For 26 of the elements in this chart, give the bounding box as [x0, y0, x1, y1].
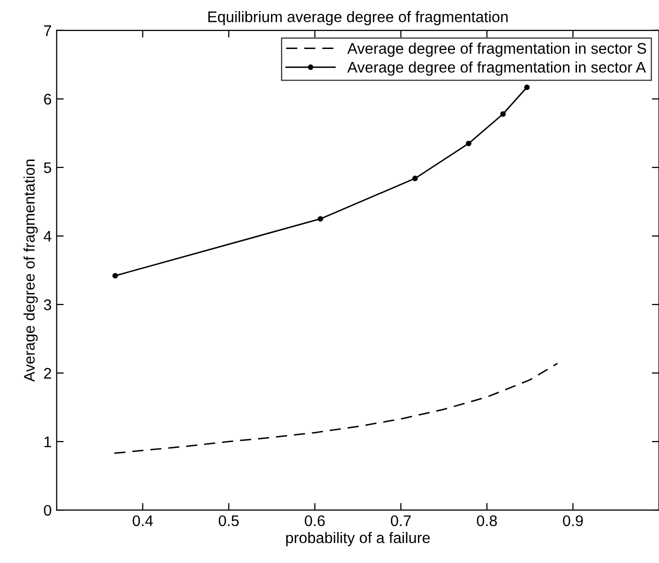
point [412, 176, 418, 182]
point [112, 272, 118, 278]
y-tick-label: 3 [44, 299, 52, 310]
x-tick-label: 0.6 [304, 515, 325, 526]
point [318, 216, 324, 222]
y-tick-label: 5 [44, 162, 52, 174]
x-axis-title: probability of a failure [286, 532, 430, 546]
x-tick-label: 0.4 [132, 515, 153, 526]
x-tick-label: 0.8 [476, 515, 497, 526]
x-tick-label: 0.7 [390, 515, 411, 526]
chart-title: Equilibrium average degree of fragmentation [208, 10, 508, 26]
legend-label: Average degree of fragmentation in sector S [347, 42, 646, 57]
y-tick-label: 1 [44, 436, 52, 448]
x-tick-label: 0.5 [218, 515, 239, 526]
line-series [114, 362, 558, 454]
y-axis-title: Average degree of fragmentation [24, 160, 38, 382]
point [524, 84, 530, 90]
point [466, 140, 472, 146]
y-tick-label: 6 [44, 94, 52, 105]
y-tick-label: 2 [44, 368, 52, 379]
y-tick-label: 7 [44, 25, 52, 36]
legend-label: Average degree of fragmentation in sector A [347, 61, 646, 76]
y-tick-label: 0 [44, 504, 52, 516]
point [500, 111, 506, 117]
y-tick-label: 4 [44, 231, 52, 242]
x-tick-label: 0.9 [562, 515, 583, 526]
